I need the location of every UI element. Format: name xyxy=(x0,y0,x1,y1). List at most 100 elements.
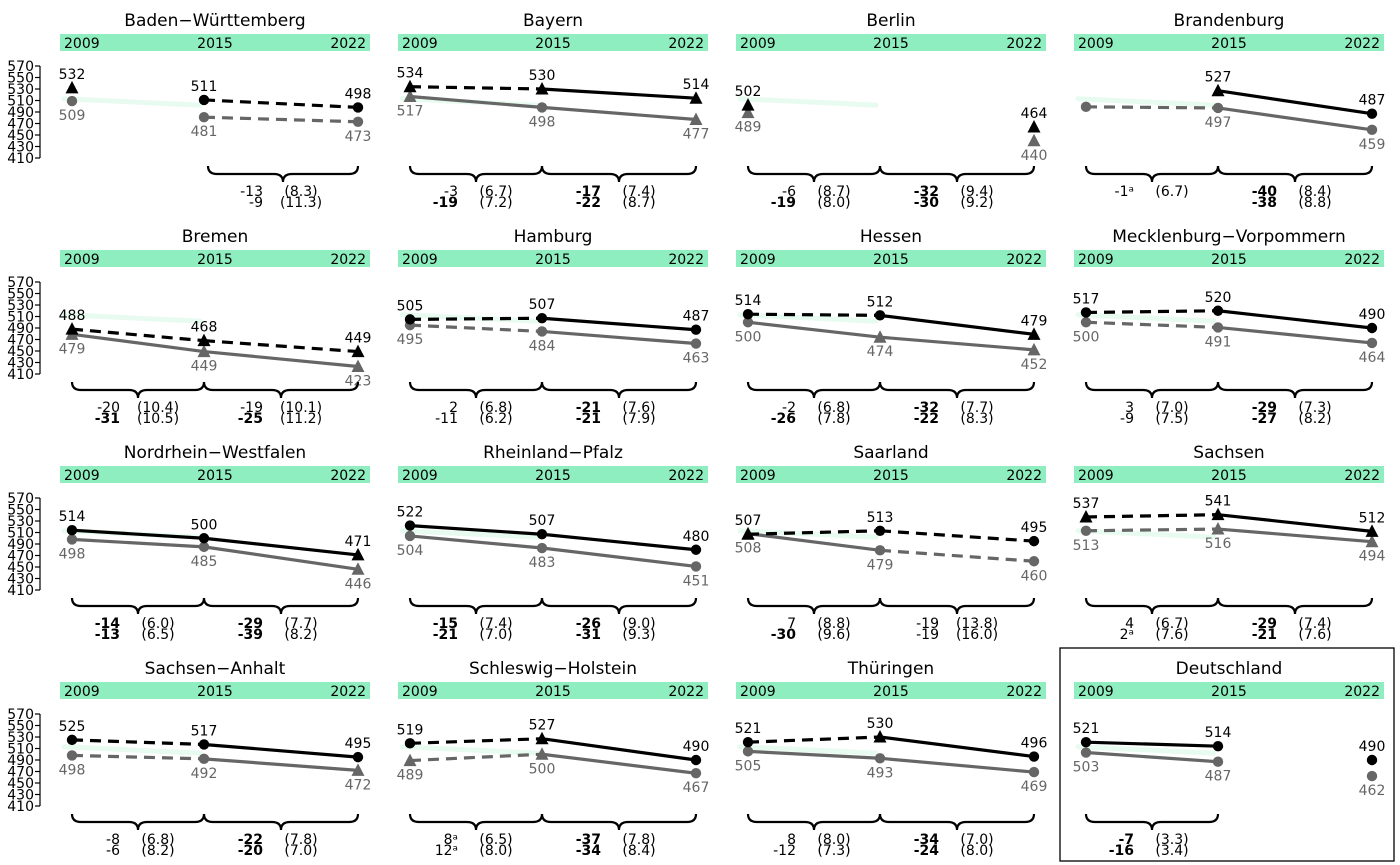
year-band xyxy=(1074,250,1384,267)
data-label: 497 xyxy=(1205,115,1232,131)
reference-band xyxy=(1075,312,1217,324)
brace xyxy=(746,165,882,183)
data-label: 490 xyxy=(1359,739,1386,755)
data-label: 493 xyxy=(867,765,894,781)
series-line xyxy=(203,98,359,109)
data-label: 462 xyxy=(1359,783,1386,799)
data-label: 479 xyxy=(1021,313,1048,329)
data-point xyxy=(1211,83,1225,97)
data-label: 517 xyxy=(191,723,218,739)
series-line xyxy=(71,332,205,354)
data-point xyxy=(351,344,365,358)
brace xyxy=(540,597,698,615)
diff-value: 2 xyxy=(449,400,458,416)
diff-se: (7.6) xyxy=(1298,627,1331,643)
year-label: 2015 xyxy=(873,468,909,484)
series-line xyxy=(1085,320,1219,330)
series-line xyxy=(1217,309,1373,330)
y-tick-label: 470 xyxy=(7,765,34,781)
data-label: 514 xyxy=(59,509,86,525)
data-point xyxy=(1027,327,1041,340)
data-point xyxy=(742,317,754,328)
series-line xyxy=(879,756,1035,774)
data-point xyxy=(742,309,754,320)
panel-border xyxy=(1059,647,1395,862)
data-point xyxy=(1027,342,1041,356)
diff-value: -30 xyxy=(914,195,940,211)
brace xyxy=(202,597,360,615)
data-point xyxy=(536,529,548,540)
panel: Baden−Württemberg 2009 2015 2022 509 481 473 53… xyxy=(59,11,372,211)
reference-band xyxy=(1075,744,1217,756)
data-label: 490 xyxy=(683,739,710,755)
data-label: 541 xyxy=(1205,494,1232,510)
year-band xyxy=(736,250,1046,267)
year-band xyxy=(60,682,370,699)
brace xyxy=(746,381,882,399)
year-label: 2009 xyxy=(740,684,776,700)
data-point xyxy=(1366,770,1378,782)
diff-value: 12ᵃ xyxy=(435,843,458,859)
y-tick-label: 510 xyxy=(7,94,34,110)
data-label: 507 xyxy=(735,513,762,529)
diff-value: -13 xyxy=(95,627,120,643)
panel-title: Bayern xyxy=(523,11,583,31)
year-label: 2015 xyxy=(1211,684,1247,700)
series-line xyxy=(747,320,881,339)
data-point xyxy=(1211,507,1225,521)
data-label: 474 xyxy=(867,344,894,360)
data-point xyxy=(351,562,365,575)
panel-title: Hamburg xyxy=(514,227,593,247)
year-label: 2009 xyxy=(740,36,776,52)
year-label: 2022 xyxy=(1344,252,1380,268)
data-label: 514 xyxy=(1205,725,1232,741)
panel: Hamburg 2009 2015 2022 495 484 463 505 507 487 2 (6… xyxy=(397,227,710,427)
series-line xyxy=(203,339,359,354)
diff-se: (8.0) xyxy=(960,843,993,859)
diff-se: (8.7) xyxy=(817,184,850,200)
data-label: 498 xyxy=(59,546,86,562)
year-label: 2015 xyxy=(873,684,909,700)
brace xyxy=(1216,597,1374,615)
data-label: 467 xyxy=(683,780,710,796)
data-label: 519 xyxy=(397,722,424,738)
series-line xyxy=(541,316,697,332)
year-band xyxy=(736,34,1046,51)
diff-se: (7.3) xyxy=(817,843,850,859)
data-point xyxy=(351,547,365,561)
data-label: 468 xyxy=(191,320,218,336)
data-label: 460 xyxy=(1021,568,1048,584)
brace xyxy=(540,165,698,183)
diff-value: -32 xyxy=(914,400,939,416)
diff-se: (13.8) xyxy=(956,616,998,632)
year-label: 2009 xyxy=(1078,36,1114,52)
y-tick-label: 530 xyxy=(7,82,34,98)
data-label: 449 xyxy=(191,359,218,375)
y-tick-label: 570 xyxy=(7,707,34,723)
diff-value: -19 xyxy=(916,627,939,643)
diff-se: (7.4) xyxy=(479,616,512,632)
data-point xyxy=(1028,556,1040,567)
diff-se: (7.4) xyxy=(622,184,655,200)
diff-se: (7.6) xyxy=(622,400,655,416)
series-line xyxy=(747,529,881,536)
data-point xyxy=(741,98,755,111)
series-line xyxy=(71,738,205,747)
data-point xyxy=(198,541,210,553)
diff-se: (11.2) xyxy=(280,411,322,427)
diff-value: 7 xyxy=(787,616,796,632)
data-label: 446 xyxy=(345,576,372,592)
series-line xyxy=(1217,325,1373,345)
diff-value: -8 xyxy=(106,832,120,848)
diff-value: -21 xyxy=(576,400,601,416)
series-line xyxy=(71,327,205,343)
reference-band xyxy=(61,744,203,756)
panel: Sachsen 2009 2015 2022 513 516 494 537 541 512 4 (6… xyxy=(1073,443,1386,643)
diff-se: (3.3) xyxy=(1155,832,1188,848)
series-line xyxy=(71,537,205,549)
data-label: 464 xyxy=(1021,106,1048,122)
data-point xyxy=(690,544,702,555)
diff-se: (8.0) xyxy=(817,832,850,848)
series-line xyxy=(541,329,697,346)
